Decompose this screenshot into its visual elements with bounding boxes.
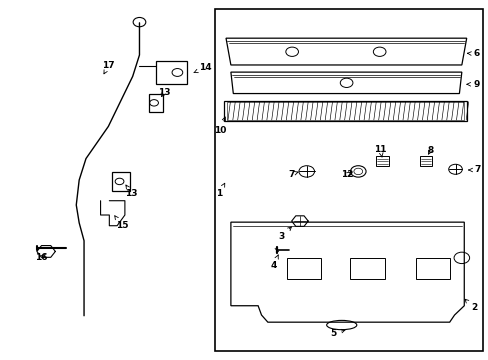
Text: 11: 11 <box>374 145 386 157</box>
Text: 13: 13 <box>158 88 170 97</box>
Text: 10: 10 <box>214 117 226 135</box>
Text: 2: 2 <box>464 299 476 312</box>
Text: 17: 17 <box>102 61 114 74</box>
Text: 9: 9 <box>466 80 479 89</box>
Text: 12: 12 <box>341 170 353 179</box>
Text: 4: 4 <box>270 255 278 270</box>
Text: 15: 15 <box>115 216 128 230</box>
Text: 1: 1 <box>216 183 224 198</box>
Text: 3: 3 <box>278 227 291 241</box>
Text: 13: 13 <box>125 185 138 198</box>
Text: 5: 5 <box>329 329 345 338</box>
Text: 7: 7 <box>468 166 480 175</box>
Text: 6: 6 <box>467 49 479 58</box>
Text: 14: 14 <box>194 63 211 73</box>
Text: 7: 7 <box>287 170 298 179</box>
Text: 8: 8 <box>426 146 432 155</box>
Text: 16: 16 <box>35 253 47 262</box>
